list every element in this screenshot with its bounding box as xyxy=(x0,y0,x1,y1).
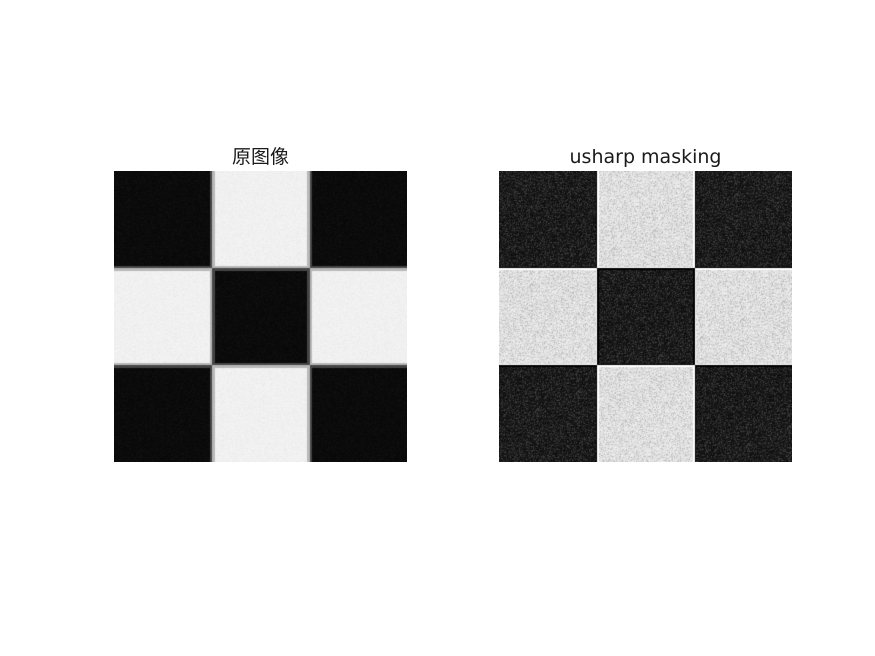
original-image xyxy=(114,171,407,462)
original-image-canvas xyxy=(114,171,407,462)
unsharp-masked-image-canvas xyxy=(499,171,792,462)
left-panel-title: 原图像 xyxy=(231,146,289,168)
unsharp-masked-image xyxy=(499,171,792,462)
right-panel-title: usharp masking xyxy=(569,146,722,168)
